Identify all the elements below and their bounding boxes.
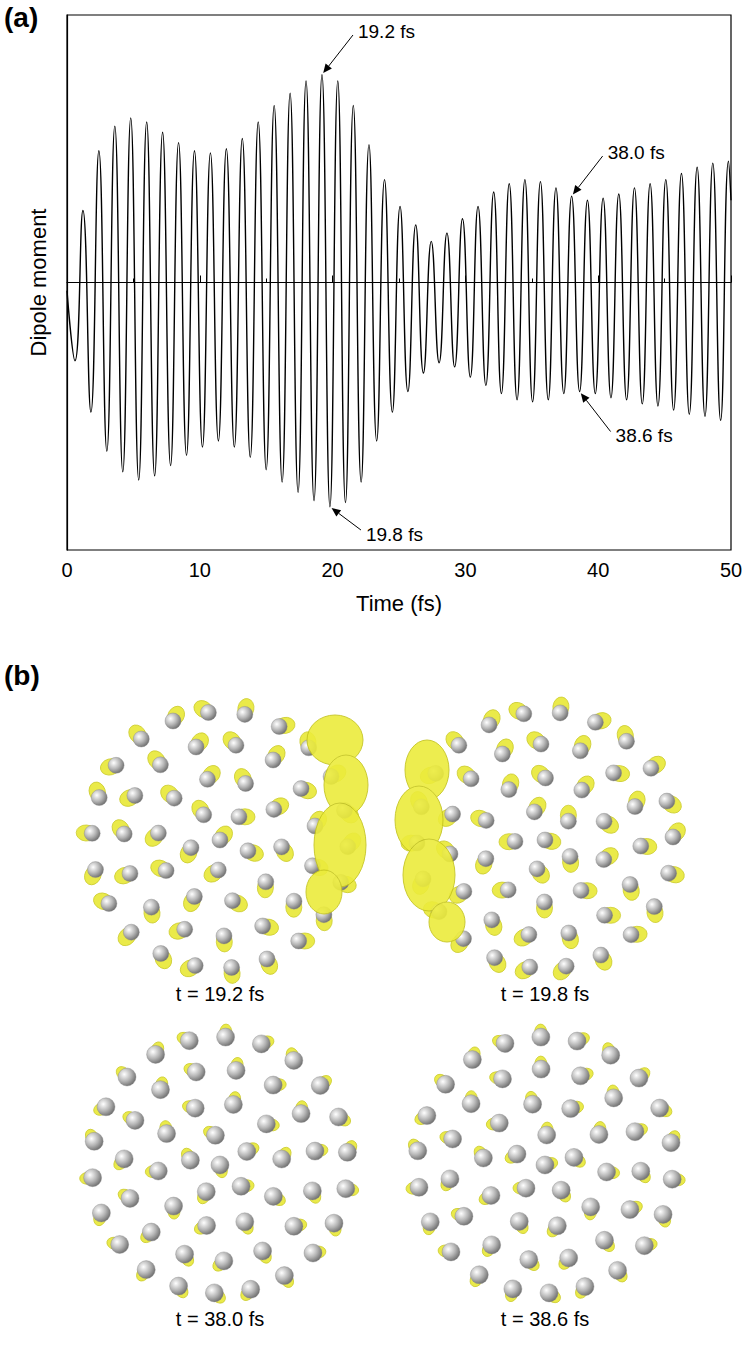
svg-text:38.0 fs: 38.0 fs — [608, 142, 665, 163]
svg-text:20: 20 — [321, 559, 343, 581]
svg-text:0: 0 — [61, 559, 72, 581]
svg-text:10: 10 — [189, 559, 211, 581]
html-text:(b): (b) — [4, 660, 40, 691]
svg-text:19.2 fs: 19.2 fs — [358, 21, 415, 42]
svg-text:38.6 fs: 38.6 fs — [616, 425, 673, 446]
svg-text:t = 19.2 fs: t = 19.2 fs — [176, 983, 264, 1005]
svg-text:40: 40 — [587, 559, 609, 581]
svg-text:50: 50 — [720, 559, 742, 581]
svg-text:30: 30 — [454, 559, 476, 581]
svg-text:Time (fs): Time (fs) — [356, 591, 442, 616]
svg-text:t = 38.0 fs: t = 38.0 fs — [176, 1308, 264, 1330]
svg-text:t = 19.8 fs: t = 19.8 fs — [501, 983, 589, 1005]
svg-text:t = 38.6 fs: t = 38.6 fs — [501, 1308, 589, 1330]
html-text:(a): (a) — [4, 2, 39, 33]
svg-text:Dipole moment: Dipole moment — [26, 209, 51, 357]
svg-text:19.8 fs: 19.8 fs — [366, 524, 423, 545]
